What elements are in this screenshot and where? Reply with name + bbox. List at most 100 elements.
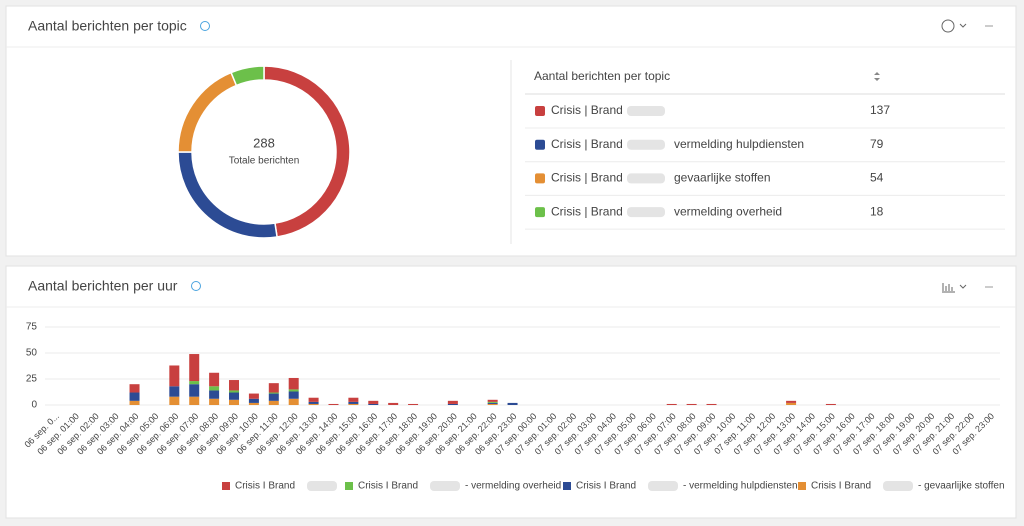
redacted-text <box>307 481 337 491</box>
bar-segment <box>308 403 319 405</box>
bar-segment <box>268 383 279 393</box>
legend-swatch <box>535 139 545 150</box>
bar-segment <box>388 402 399 405</box>
topic-count: 79 <box>870 137 884 151</box>
legend-swatch <box>535 207 545 218</box>
bar-segment <box>189 384 200 397</box>
bar-segment <box>229 380 240 391</box>
y-tick-label: 50 <box>26 348 38 359</box>
bar-segment <box>786 400 797 403</box>
dropdown-caret[interactable] <box>959 23 967 28</box>
bar-segment <box>288 391 299 399</box>
bar-segment <box>447 403 458 405</box>
bar-segment <box>786 402 797 405</box>
bar-segment <box>308 397 319 402</box>
bar-segment <box>368 403 379 405</box>
topic-suffix: gevaarlijke stoffen <box>674 171 771 185</box>
bar-segment <box>487 403 498 405</box>
bar-segment <box>328 403 339 405</box>
redacted-text <box>883 481 913 491</box>
bar-segment <box>487 402 498 404</box>
redacted-text <box>627 139 665 150</box>
topic-count: 18 <box>870 204 884 218</box>
y-tick-label: 0 <box>31 400 37 411</box>
topic-suffix: vermelding overheid <box>674 204 782 218</box>
bar-segment <box>209 398 220 405</box>
info-icon[interactable] <box>191 281 201 291</box>
bar-segment <box>268 393 279 401</box>
y-tick-label: 25 <box>26 374 38 385</box>
panel-title: Aantal berichten per topic <box>28 18 187 34</box>
bar-segment <box>288 377 299 390</box>
bar-segment <box>209 372 220 387</box>
bar-segment <box>487 399 498 402</box>
legend-swatch <box>535 173 545 184</box>
bar-segment <box>368 400 379 404</box>
chart-type-button[interactable] <box>942 283 955 293</box>
bar-segment <box>229 399 240 405</box>
topic-count: 54 <box>870 171 884 185</box>
bar-segment <box>229 392 240 400</box>
sort-icon[interactable] <box>874 72 880 81</box>
legend-name: Crisis I Brand <box>235 481 295 492</box>
bar-segment <box>308 401 319 404</box>
bar-segment <box>169 365 180 387</box>
redacted-text <box>430 481 460 491</box>
legend-suffix: - gevaarlijke stoffen <box>918 481 1005 492</box>
bar-segment <box>189 354 200 382</box>
bar-segment <box>248 398 259 403</box>
bar-segment <box>169 386 180 397</box>
bar-segment <box>129 384 140 393</box>
legend-name: Crisis I Brand <box>576 481 636 492</box>
y-tick-label: 75 <box>26 322 38 333</box>
legend-swatch <box>535 106 545 116</box>
redacted-text <box>648 481 678 491</box>
dropdown-caret[interactable] <box>959 284 967 289</box>
bar-segment <box>288 398 299 405</box>
panel-title: Aantal berichten per uur <box>28 278 178 294</box>
legend-swatch <box>798 482 806 490</box>
legend-suffix: - vermelding hulpdiensten <box>683 481 798 492</box>
topic-count: 137 <box>870 103 890 117</box>
bar-segment <box>825 403 836 405</box>
bar-segment <box>348 401 359 404</box>
topic-name: Crisis | Brand <box>551 137 623 151</box>
chart-type-button[interactable] <box>941 19 955 33</box>
bar-segment <box>447 400 458 404</box>
donut-total: 288 <box>253 135 275 150</box>
bar-segment <box>348 397 359 402</box>
redacted-text <box>627 207 665 218</box>
bar-segment <box>706 403 717 405</box>
legend-suffix: - vermelding overheid <box>465 481 561 492</box>
bar-segment <box>288 389 299 392</box>
bar-segment <box>666 403 677 405</box>
topic-name: Crisis | Brand <box>551 103 623 117</box>
bar-segment <box>248 402 259 405</box>
bar-segment <box>209 390 220 399</box>
bar-segment <box>408 403 419 405</box>
bar-segment <box>248 393 259 399</box>
bar-segment <box>229 390 240 393</box>
redacted-text <box>627 173 665 184</box>
bar-segment <box>189 396 200 405</box>
bar-segment <box>189 381 200 385</box>
redacted-text <box>627 106 665 116</box>
bar-segment <box>209 386 220 391</box>
bar-segment <box>129 392 140 401</box>
topic-suffix: vermelding hulpdiensten <box>674 137 804 151</box>
bar-segment <box>268 400 279 405</box>
bar-segment <box>507 402 518 405</box>
legend-swatch <box>345 482 353 490</box>
info-icon[interactable] <box>200 21 210 31</box>
bar-segment <box>129 400 140 405</box>
topic-name: Crisis | Brand <box>551 204 623 218</box>
bar-segment <box>348 403 359 405</box>
bar-segment <box>268 392 279 394</box>
legend-swatch <box>563 482 571 490</box>
table-header: Aantal berichten per topic <box>534 69 670 83</box>
bar-segment <box>487 401 498 403</box>
legend-name: Crisis I Brand <box>358 481 418 492</box>
donut-label: Totale berichten <box>229 156 300 167</box>
bar-segment <box>686 403 697 405</box>
